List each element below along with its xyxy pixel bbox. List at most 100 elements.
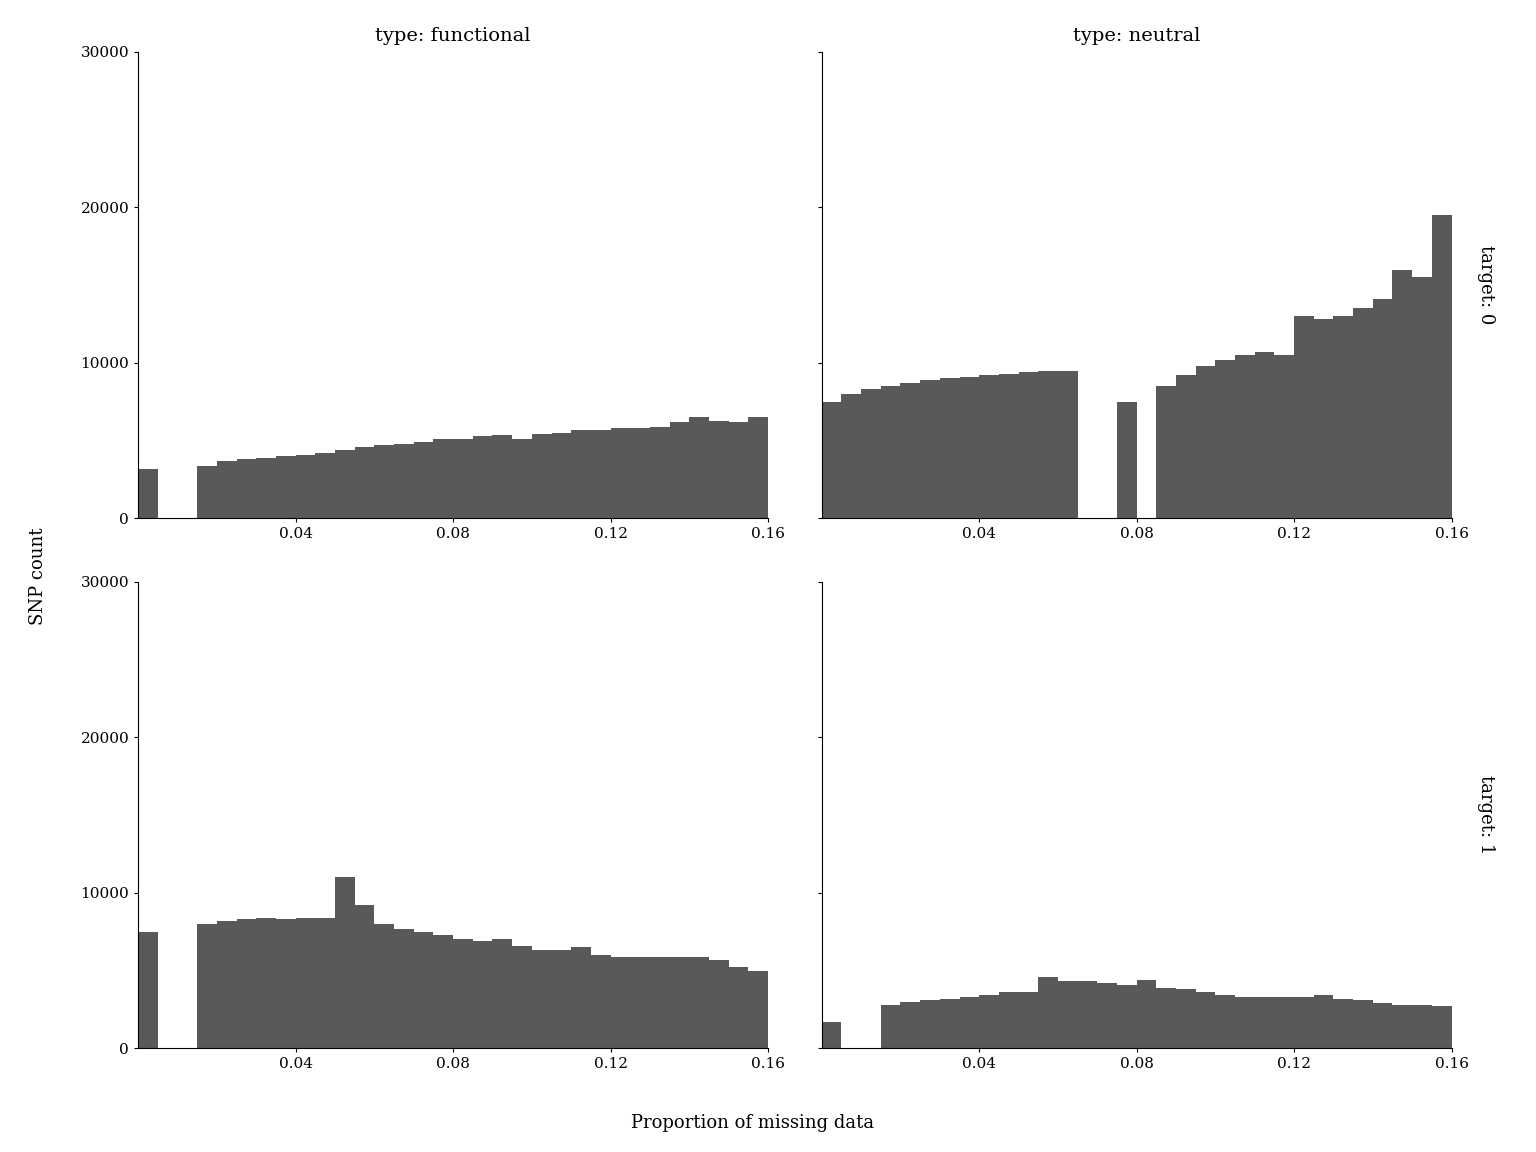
Bar	[335, 878, 355, 1048]
Bar	[1117, 985, 1137, 1048]
Bar	[650, 956, 670, 1048]
Bar	[433, 439, 453, 518]
Bar	[493, 940, 511, 1048]
Bar	[395, 929, 413, 1048]
Bar	[822, 1022, 842, 1048]
Bar	[940, 999, 960, 1048]
Bar	[650, 426, 670, 518]
Bar	[1195, 992, 1215, 1048]
Bar	[1432, 1007, 1452, 1048]
Bar	[1215, 359, 1235, 518]
Bar	[1235, 996, 1255, 1048]
Bar	[842, 394, 862, 518]
Bar	[1333, 999, 1353, 1048]
Bar	[880, 1005, 900, 1048]
Bar	[1432, 215, 1452, 518]
Bar	[1157, 386, 1177, 518]
Bar	[920, 380, 940, 518]
Bar	[591, 955, 611, 1048]
Bar	[1235, 355, 1255, 518]
Title: type: functional: type: functional	[375, 26, 531, 45]
Bar	[1313, 995, 1333, 1048]
Bar	[315, 918, 335, 1048]
Bar	[1018, 372, 1038, 518]
Bar	[1058, 982, 1078, 1048]
Bar	[1215, 995, 1235, 1048]
Bar	[670, 956, 690, 1048]
Bar	[1293, 316, 1313, 518]
Bar	[473, 941, 493, 1048]
Bar	[276, 456, 295, 518]
Bar	[395, 444, 413, 518]
Bar	[257, 918, 276, 1048]
Bar	[1353, 1000, 1373, 1048]
Bar	[1058, 371, 1078, 518]
Bar	[551, 433, 571, 518]
Bar	[217, 920, 237, 1048]
Bar	[690, 417, 710, 518]
Bar	[355, 905, 375, 1048]
Bar	[630, 956, 650, 1048]
Text: target: 1: target: 1	[1476, 775, 1495, 855]
Bar	[978, 995, 998, 1048]
Bar	[960, 377, 978, 518]
Bar	[1255, 996, 1275, 1048]
Bar	[1491, 215, 1510, 518]
Bar	[900, 384, 920, 518]
Bar	[295, 918, 315, 1048]
Bar	[531, 434, 551, 518]
Bar	[1530, 220, 1536, 518]
Bar	[1137, 980, 1157, 1048]
Bar	[728, 422, 748, 518]
Bar	[748, 417, 768, 518]
Bar	[1313, 319, 1333, 518]
Bar	[413, 442, 433, 518]
Bar	[1510, 223, 1530, 518]
Bar	[138, 469, 158, 518]
Bar	[1412, 1005, 1432, 1048]
Bar	[257, 457, 276, 518]
Bar	[610, 429, 630, 518]
Bar	[295, 455, 315, 518]
Bar	[610, 956, 630, 1048]
Bar	[1177, 376, 1195, 518]
Bar	[453, 439, 473, 518]
Bar	[1275, 996, 1293, 1048]
Bar	[197, 924, 217, 1048]
Bar	[960, 996, 978, 1048]
Bar	[862, 389, 880, 518]
Bar	[1393, 270, 1412, 518]
Bar	[237, 919, 257, 1048]
Bar	[1038, 371, 1058, 518]
Bar	[1373, 300, 1393, 518]
Bar	[822, 402, 842, 518]
Bar	[920, 1000, 940, 1048]
Bar	[276, 919, 295, 1048]
Bar	[748, 970, 768, 1048]
Bar	[355, 447, 375, 518]
Bar	[1117, 402, 1137, 518]
Bar	[531, 950, 551, 1048]
Bar	[335, 450, 355, 518]
Bar	[433, 934, 453, 1048]
Bar	[670, 422, 690, 518]
Bar	[413, 932, 433, 1048]
Bar	[511, 946, 531, 1048]
Bar	[728, 968, 748, 1048]
Bar	[1471, 238, 1491, 518]
Bar	[1373, 1003, 1393, 1048]
Bar	[1195, 366, 1215, 518]
Text: Proportion of missing data: Proportion of missing data	[631, 1114, 874, 1132]
Bar	[315, 453, 335, 518]
Bar	[1353, 309, 1373, 518]
Bar	[571, 430, 591, 518]
Bar	[217, 461, 237, 518]
Bar	[998, 373, 1018, 518]
Bar	[1177, 990, 1195, 1048]
Bar	[1452, 1005, 1471, 1048]
Bar	[1255, 353, 1275, 518]
Bar	[1018, 992, 1038, 1048]
Bar	[551, 950, 571, 1048]
Bar	[998, 992, 1018, 1048]
Bar	[690, 956, 710, 1048]
